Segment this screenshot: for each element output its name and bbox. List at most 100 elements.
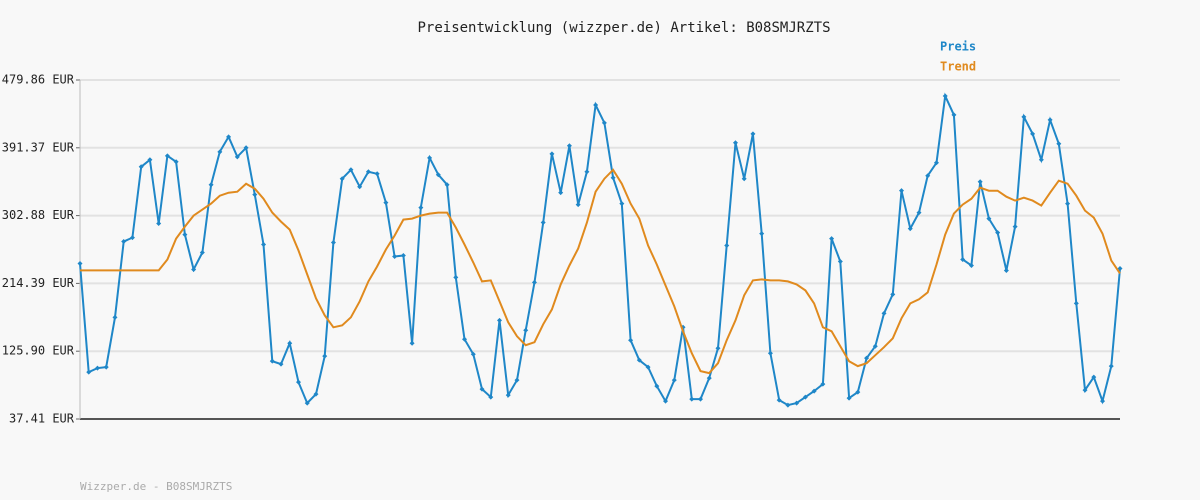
point <box>514 377 520 383</box>
point <box>112 314 118 320</box>
point <box>741 176 747 182</box>
point <box>1065 201 1071 207</box>
point <box>654 383 660 389</box>
point <box>523 327 529 333</box>
point <box>374 171 380 177</box>
point <box>427 155 433 161</box>
point <box>986 216 992 222</box>
point <box>601 120 607 126</box>
point <box>173 159 179 165</box>
point <box>750 131 756 137</box>
point <box>1117 265 1123 271</box>
y-tick-label: 302.88 EUR <box>2 208 75 222</box>
point <box>287 340 293 346</box>
point <box>1091 374 1097 380</box>
point <box>846 395 852 401</box>
point <box>837 258 843 264</box>
point <box>794 400 800 406</box>
point <box>698 396 704 402</box>
point <box>138 164 144 170</box>
point <box>593 102 599 108</box>
point <box>767 350 773 356</box>
point <box>619 201 625 207</box>
point <box>855 389 861 395</box>
point <box>199 250 205 256</box>
point <box>610 175 616 181</box>
point <box>392 253 398 259</box>
point <box>776 397 782 403</box>
point <box>628 337 634 343</box>
point <box>1021 114 1027 120</box>
y-tick-label: 479.86 EUR <box>2 73 75 87</box>
point <box>925 173 931 179</box>
line-trend <box>80 168 1121 375</box>
point <box>689 396 695 402</box>
point <box>234 154 240 160</box>
point <box>951 112 957 118</box>
legend-entry: Preis <box>940 40 976 54</box>
point <box>444 182 450 188</box>
point <box>505 392 511 398</box>
point <box>960 256 966 262</box>
legend-entry: Trend <box>940 60 976 74</box>
y-tick-label: 214.39 EUR <box>2 276 75 290</box>
point <box>1082 387 1088 393</box>
point <box>217 149 223 155</box>
point <box>261 242 267 248</box>
point <box>86 369 92 375</box>
point <box>1056 141 1062 147</box>
point <box>496 317 502 323</box>
point <box>418 205 424 211</box>
point <box>1073 300 1079 306</box>
point <box>1038 157 1044 163</box>
point <box>357 184 363 190</box>
y-tick-label: 125.90 EUR <box>2 344 75 358</box>
point <box>252 192 258 198</box>
point <box>566 143 572 149</box>
point <box>864 355 870 361</box>
point <box>295 379 301 385</box>
point <box>715 345 721 351</box>
point <box>94 365 100 371</box>
point <box>400 253 406 259</box>
point <box>968 262 974 268</box>
y-tick-label: 391.37 EUR <box>2 140 75 154</box>
point <box>77 260 83 266</box>
point <box>802 394 808 400</box>
point <box>549 151 555 157</box>
point <box>977 179 983 185</box>
point <box>558 190 564 196</box>
point <box>872 343 878 349</box>
point <box>182 232 188 238</box>
point <box>164 153 170 159</box>
point <box>663 398 669 404</box>
point <box>1030 131 1036 137</box>
point <box>243 145 249 151</box>
point <box>1100 398 1106 404</box>
point <box>191 266 197 272</box>
point <box>348 167 354 173</box>
point <box>1108 363 1114 369</box>
point <box>995 230 1001 236</box>
point <box>540 220 546 226</box>
footer: Wizzper.de - B08SMJRZTS <box>80 480 232 493</box>
point <box>759 231 765 237</box>
point <box>933 160 939 166</box>
point <box>829 236 835 242</box>
point <box>339 176 345 182</box>
point <box>278 361 284 367</box>
point <box>462 336 468 342</box>
point <box>269 358 275 364</box>
y-tick-label: 37.41 EUR <box>9 412 75 426</box>
point <box>881 310 887 316</box>
point <box>1012 224 1018 230</box>
point <box>409 340 415 346</box>
point <box>890 291 896 297</box>
point <box>820 381 826 387</box>
point <box>899 188 905 194</box>
point <box>129 235 135 241</box>
point <box>584 169 590 175</box>
point <box>916 210 922 216</box>
point <box>322 353 328 359</box>
